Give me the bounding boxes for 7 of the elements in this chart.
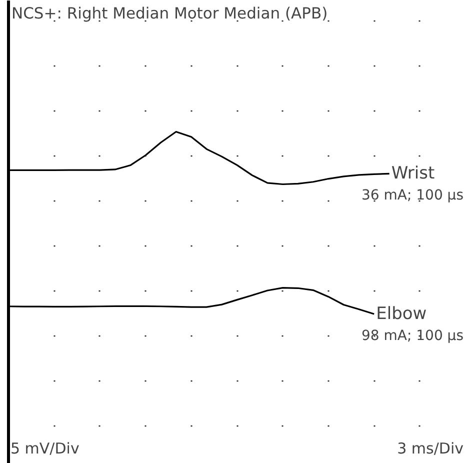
- text: 98 mA; 100 µs: [361, 328, 464, 344]
- text: 3 ms/Div: [397, 440, 464, 458]
- series-label: Elbow: [376, 304, 427, 324]
- text: 5 mV/Div: [10, 440, 80, 458]
- series-label: Wrist: [391, 164, 435, 184]
- chart-title: NCS+: Right Median Motor Median (APB): [12, 4, 328, 22]
- annotation: 36 mA; 100 µs: [361, 188, 464, 204]
